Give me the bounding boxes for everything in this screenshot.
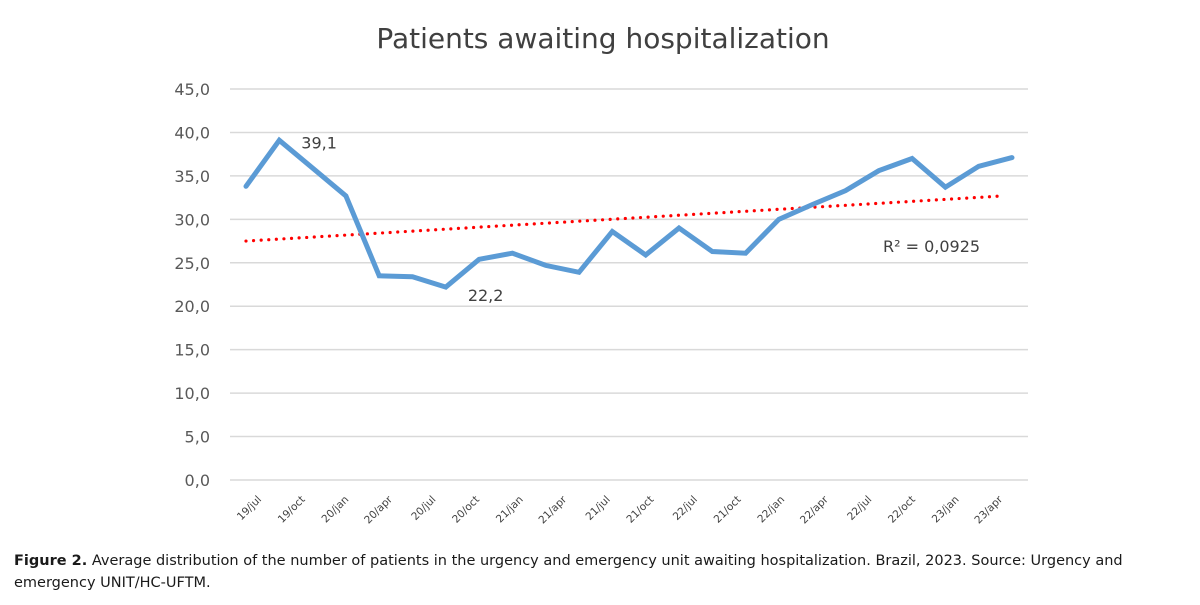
caption-label: Figure 2.	[14, 553, 88, 569]
x-tick-label: 22/oct	[886, 494, 918, 526]
y-tick-label: 40,0	[174, 123, 210, 142]
x-tick-label: 22/jul	[671, 494, 700, 523]
y-tick-label: 10,0	[174, 384, 210, 403]
x-tick-label: 20/oct	[450, 494, 482, 526]
x-tick-label: 23/apr	[972, 493, 1005, 526]
x-tick-label: 21/oct	[624, 494, 656, 526]
caption-text: Average distribution of the number of pa…	[14, 553, 1123, 591]
gridlines	[230, 88, 1028, 481]
r-squared-label: R² = 0,0925	[883, 237, 980, 256]
x-tick-label: 19/oct	[276, 494, 308, 526]
data-label: 39,1	[301, 133, 337, 152]
x-tick-label: 20/apr	[362, 493, 395, 526]
x-tick-label: 21/oct	[712, 494, 744, 526]
y-tick-label: 45,0	[174, 80, 210, 99]
y-tick-label: 0,0	[185, 471, 210, 490]
x-tick-label: 21/apr	[536, 493, 569, 526]
y-tick-label: 35,0	[174, 167, 210, 186]
annotations-group: 39,1 22,2	[301, 133, 503, 305]
data-label: 22,2	[468, 286, 504, 305]
x-tick-label: 20/jul	[409, 494, 438, 523]
x-tick-label: 20/jan	[320, 494, 352, 526]
y-tick-label: 30,0	[174, 210, 210, 229]
x-tick-label: 21/jan	[494, 494, 526, 526]
x-axis-ticks: 19/jul 19/oct 20/jan 20/apr 20/jul 20/oct 21/j…	[235, 493, 1006, 526]
x-tick-label: 23/jan	[930, 494, 962, 526]
y-tick-label: 5,0	[185, 428, 210, 447]
y-tick-label: 20,0	[174, 297, 210, 316]
x-tick-label: 22/jan	[755, 494, 787, 526]
x-tick-label: 22/apr	[798, 493, 831, 526]
y-tick-label: 25,0	[174, 254, 210, 273]
y-axis-ticks: 0,0 5,0 10,0 15,0 20,0 25,0 30,0 35,0 40,0 45,0	[174, 80, 210, 490]
series-line	[243, 136, 1015, 290]
chart-title: Patients awaiting hospitalization	[376, 22, 829, 55]
x-tick-label: 21/jul	[584, 494, 613, 523]
line-chart: Patients awaiting hospitalization 0,0 5,0…	[174, 22, 1028, 526]
series-group	[243, 136, 1015, 290]
x-tick-label: 22/jul	[845, 494, 874, 523]
trendline-group: R² = 0,0925	[244, 194, 1006, 256]
figure-caption: Figure 2. Average distribution of the nu…	[14, 550, 1194, 594]
x-tick-label: 19/jul	[235, 494, 264, 523]
trendline	[244, 194, 1006, 243]
y-tick-label: 15,0	[174, 341, 210, 360]
